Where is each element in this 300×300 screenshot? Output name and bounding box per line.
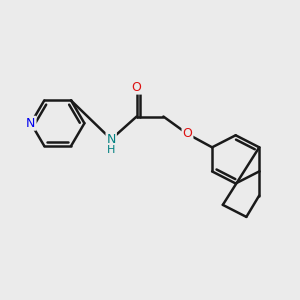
Text: N: N (26, 117, 36, 130)
Text: O: O (132, 81, 142, 94)
Text: H: H (107, 145, 116, 155)
Text: N: N (106, 133, 116, 146)
Text: O: O (182, 128, 192, 140)
